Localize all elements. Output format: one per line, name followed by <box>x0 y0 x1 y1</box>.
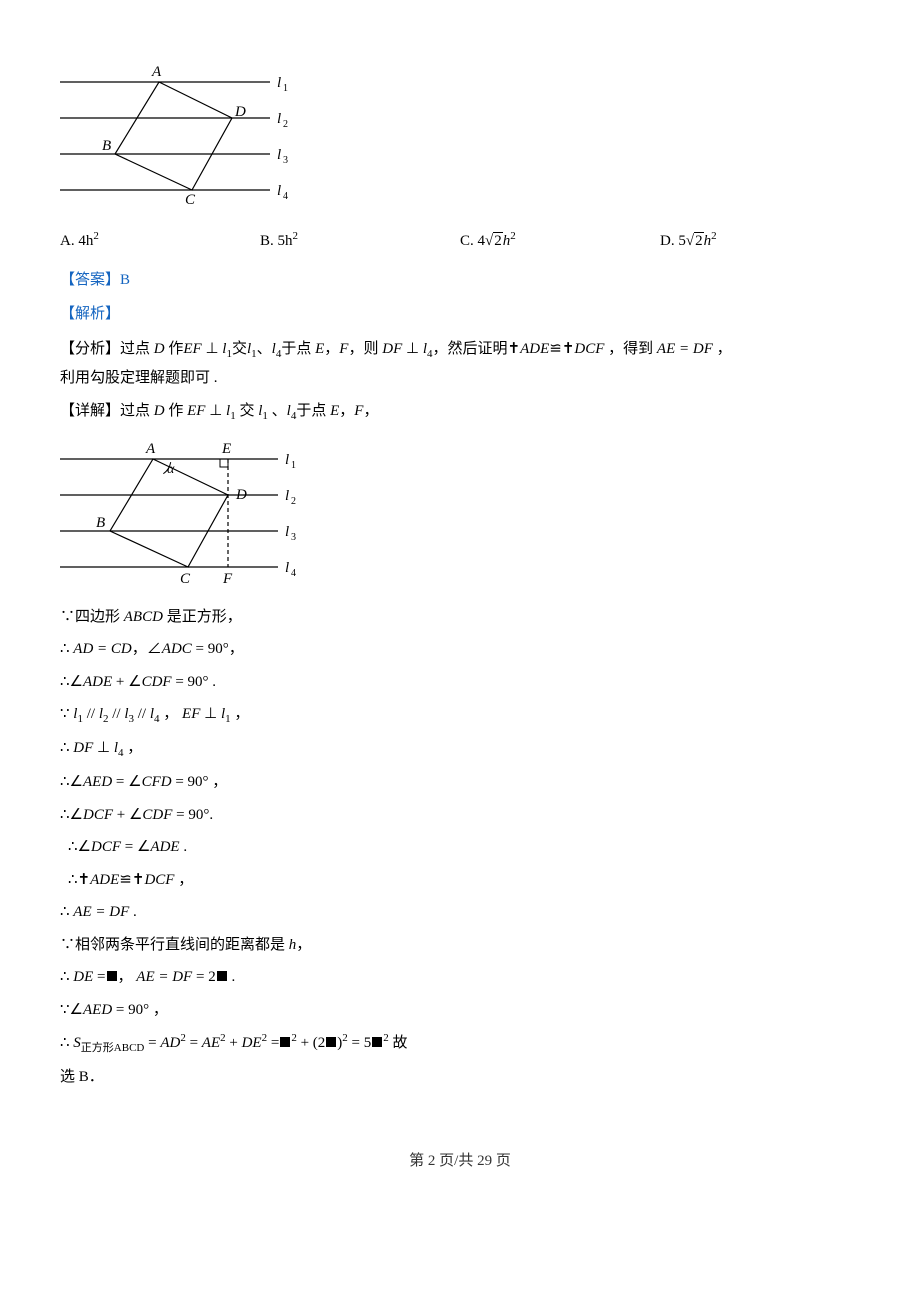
svg-text:l: l <box>277 183 281 199</box>
svg-text:l: l <box>285 488 289 504</box>
diagram-2: l1l2l3l4ADBCEFα <box>60 435 300 595</box>
step-9: ∴✝ADE≌✝DCF ， <box>60 866 860 895</box>
redacted-box-icon <box>372 1037 382 1047</box>
final-line: ∴ S正方形ABCD = AD2 = AE2 + DE2 =2 + (2)2 =… <box>60 1028 860 1059</box>
svg-text:E: E <box>221 441 231 457</box>
step-5: ∴ DF ⊥ l4 ， <box>60 734 860 764</box>
option-b: B. 5h2 <box>260 226 460 256</box>
step-2: ∴ AD = CD，∠ADC = 90°， <box>60 635 860 664</box>
svg-text:α: α <box>167 462 175 477</box>
step-13: ∵∠AED = 90° ， <box>60 996 860 1025</box>
svg-text:4: 4 <box>291 568 296 579</box>
triangle-icon: ✝ <box>562 335 575 364</box>
svg-text:l: l <box>277 147 281 163</box>
svg-text:l: l <box>285 560 289 576</box>
svg-text:A: A <box>151 64 162 80</box>
redacted-box-icon <box>217 971 227 981</box>
option-c: C. 4√2h2 <box>460 226 660 256</box>
svg-text:l: l <box>285 524 289 540</box>
svg-text:3: 3 <box>291 532 296 543</box>
step-10: ∴ AE = DF . <box>60 898 860 927</box>
svg-text:l: l <box>277 75 281 91</box>
svg-text:C: C <box>185 192 196 208</box>
svg-text:3: 3 <box>283 155 288 166</box>
svg-text:B: B <box>102 138 111 154</box>
svg-text:F: F <box>222 571 233 587</box>
step-7: ∴∠DCF + ∠CDF = 90°. <box>60 801 860 830</box>
triangle-icon: ✝ <box>508 335 521 364</box>
select-line: 选 B． <box>60 1063 860 1092</box>
step-8: ∴∠DCF = ∠ADE . <box>60 833 860 862</box>
step-4: ∵ l1 // l2 // l3 // l4 ， EF ⊥ l1 ， <box>60 700 860 730</box>
svg-text:l: l <box>277 111 281 127</box>
analysis-block: 【分析】过点 D 作EF ⊥ l1交l1、l4于点 E，F，则 DF ⊥ l4，… <box>60 335 860 393</box>
svg-text:C: C <box>180 571 191 587</box>
svg-text:l: l <box>285 452 289 468</box>
option-row: A. 4h2 B. 5h2 C. 4√2h2 D. 5√2h2 <box>60 226 860 256</box>
svg-text:D: D <box>235 487 247 503</box>
svg-text:1: 1 <box>291 460 296 471</box>
answer-line: 【答案】B <box>60 266 860 295</box>
triangle-icon: ✝ <box>132 866 145 895</box>
detail-intro: 【详解】过点 D 作 EF ⊥ l1 交 l1 、l4于点 E，F， <box>60 397 860 427</box>
svg-text:2: 2 <box>283 119 288 130</box>
svg-text:D: D <box>234 104 246 120</box>
triangle-icon: ✝ <box>78 866 91 895</box>
option-a: A. 4h2 <box>60 226 260 256</box>
step-1: ∵四边形 ABCD 是正方形， <box>60 603 860 632</box>
svg-text:B: B <box>96 515 105 531</box>
step-11: ∵相邻两条平行直线间的距离都是 h， <box>60 931 860 960</box>
redacted-box-icon <box>326 1037 336 1047</box>
svg-text:4: 4 <box>283 191 288 202</box>
explain-label: 【解析】 <box>60 300 860 329</box>
diagram-1: l1l2l3l4ADBC <box>60 58 290 218</box>
redacted-box-icon <box>280 1037 290 1047</box>
svg-text:2: 2 <box>291 496 296 507</box>
svg-text:1: 1 <box>283 83 288 94</box>
option-d: D. 5√2h2 <box>660 226 860 256</box>
step-3: ∴∠ADE + ∠CDF = 90° . <box>60 668 860 697</box>
step-12: ∴ DE =， AE = DF = 2 . <box>60 963 860 992</box>
redacted-box-icon <box>107 971 117 981</box>
svg-text:A: A <box>145 441 156 457</box>
page-footer: 第 2 页/共 29 页 <box>60 1147 860 1176</box>
step-6: ∴∠AED = ∠CFD = 90° ， <box>60 768 860 797</box>
